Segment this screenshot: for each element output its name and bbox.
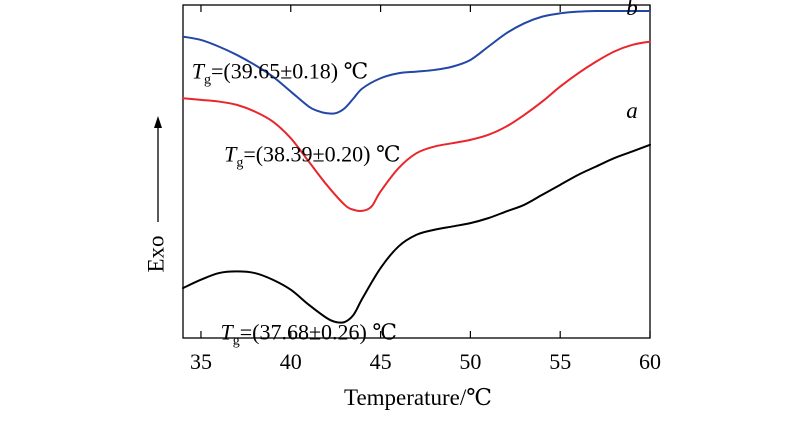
series-line-a [182,143,651,324]
tg-symbol: T [192,58,206,83]
tg-value: =(37.68±0.26) ℃ [240,320,397,345]
y-axis-label: Exo [143,235,168,272]
series-line-b [182,40,651,213]
tg-subscript: g [233,334,240,349]
tg-annotation-a: Tg=(37.68±0.26) ℃ [220,320,397,349]
plot-frame [182,4,651,339]
x-tick-label-50: 50 [459,349,481,374]
tg-value: =(38.39±0.20) ℃ [243,142,400,167]
tg-annotation-c: Tg=(39.65±0.18) ℃ [192,58,369,87]
tg-value: =(39.65±0.18) ℃ [211,58,368,83]
tg-subscript: g [204,72,211,87]
x-tick-label-60: 60 [639,349,661,374]
series-line-c [182,9,651,115]
series-label-a: a [626,98,638,123]
x-tick-label-45: 45 [370,349,392,374]
x-tick-label-35: 35 [190,349,212,374]
y-axis-arrow-head [154,116,162,128]
y-axis-label-group: Exo [143,116,168,273]
x-axis-label: Temperature/℃ [344,385,492,410]
tg-annotations: Tg=(37.68±0.26) ℃Tg=(38.39±0.20) ℃Tg=(39… [192,58,401,348]
series-labels: abc [626,0,638,123]
series-lines [182,9,651,324]
tg-symbol: T [224,142,238,167]
tg-symbol: T [220,320,234,345]
x-tick-label-40: 40 [280,349,302,374]
tg-annotation-b: Tg=(38.39±0.20) ℃ [224,142,401,171]
x-tick-label-55: 55 [549,349,571,374]
x-ticks: 35 40 45 50 55 60 [190,5,661,374]
tg-subscript: g [236,156,243,171]
series-label-b: b [626,0,638,20]
